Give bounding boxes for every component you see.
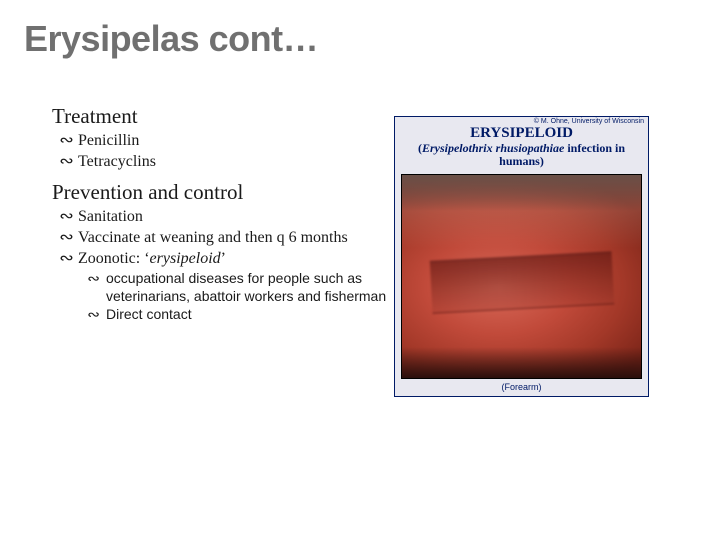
sub-bullet: ∾ Penicillin xyxy=(60,131,394,151)
slide-title: Erysipelas cont… xyxy=(24,18,696,60)
subsub-bullet: ∾ Direct contact xyxy=(88,306,394,324)
figure-title: ERYSIPELOID xyxy=(401,125,642,142)
slide: Erysipelas cont… Treatment ∾ Penicillin … xyxy=(0,0,720,540)
sub-bullet-text: Vaccinate at weaning and then q 6 months xyxy=(78,228,394,248)
figure-card: © M. Ohne, University of Wisconsin ERYSI… xyxy=(394,116,649,397)
figure-caption: (Forearm) xyxy=(395,381,648,392)
photo-highlight xyxy=(402,175,641,256)
sub-bullet: ∾ Sanitation xyxy=(60,207,394,227)
wave-icon: ∾ xyxy=(59,207,79,227)
bullet-prevention: Prevention and control xyxy=(32,180,394,205)
wave-icon: ∾ xyxy=(59,228,79,248)
bullet-label: Prevention and control xyxy=(52,180,394,205)
wave-icon: ∾ xyxy=(59,131,79,151)
zoonotic-italic: erysipeloid xyxy=(150,250,221,267)
subsub-text: occupational diseases for people such as… xyxy=(106,270,394,305)
figure-sub-italic: Erysipelothrix rhusiopathiae xyxy=(422,141,564,155)
sub-bullet: ∾ Vaccinate at weaning and then q 6 mont… xyxy=(60,228,394,248)
sub-bullet: ∾ Tetracyclins xyxy=(60,152,394,172)
sub-bullet-text: Sanitation xyxy=(78,207,394,227)
zoonotic-suffix: ’ xyxy=(221,250,226,267)
photo-shadow-bottom xyxy=(402,347,641,377)
figure-title-block: ERYSIPELOID (Erysipelothrix rhusiopathia… xyxy=(395,125,648,172)
zoonotic-prefix: Zoonotic: ‘ xyxy=(78,250,150,267)
sub-bullet-text: Tetracyclins xyxy=(78,152,394,172)
text-column: Treatment ∾ Penicillin ∾ Tetracyclins Pr… xyxy=(24,98,394,397)
bullet-treatment: Treatment xyxy=(32,104,394,129)
content-row: Treatment ∾ Penicillin ∾ Tetracyclins Pr… xyxy=(24,98,696,397)
wave-icon: ∾ xyxy=(87,270,107,288)
sub-bullet-zoonotic: ∾ Zoonotic: ‘erysipeloid’ xyxy=(60,249,394,269)
subsub-bullet: ∾ occupational diseases for people such … xyxy=(88,270,394,305)
wave-icon: ∾ xyxy=(59,152,79,172)
subsub-text: Direct contact xyxy=(106,306,394,324)
figure-subtitle: (Erysipelothrix rhusiopathiae infection … xyxy=(401,142,642,168)
wave-icon: ∾ xyxy=(87,306,107,324)
sub-bullet-text: Zoonotic: ‘erysipeloid’ xyxy=(78,249,394,269)
wave-icon: ∾ xyxy=(59,249,79,269)
figure-credit: © M. Ohne, University of Wisconsin xyxy=(395,117,648,125)
figure-photo xyxy=(401,174,642,379)
bullet-label: Treatment xyxy=(52,104,394,129)
photo-lesion xyxy=(429,251,613,313)
sub-bullet-text: Penicillin xyxy=(78,131,394,151)
figure-column: © M. Ohne, University of Wisconsin ERYSI… xyxy=(394,98,696,397)
